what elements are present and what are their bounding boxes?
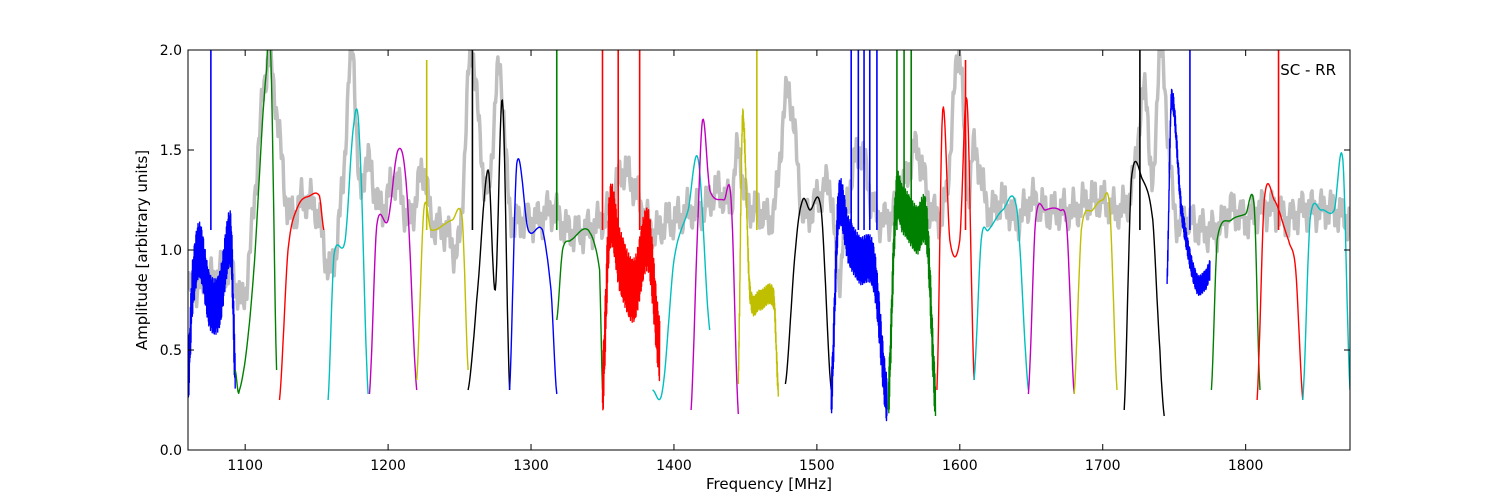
y-tick-label: 0.5 (160, 343, 182, 359)
band-series-line-9 (556, 228, 604, 391)
band-series-line-22 (1166, 88, 1211, 296)
spike-layer (210, 50, 1280, 230)
x-tick-label: 1100 (227, 458, 263, 474)
band-series-line-17 (936, 96, 975, 391)
band-series-line-24 (1256, 182, 1304, 401)
y-tick-label: 2.0 (160, 43, 182, 59)
x-tick-label: 1400 (656, 458, 692, 474)
band-series-line-10 (601, 183, 661, 411)
panel-annotation: SC - RR (1280, 61, 1336, 79)
y-tick-label: 1.0 (160, 243, 182, 259)
band-series-line-5 (368, 147, 418, 395)
band-series-line-1 (188, 210, 236, 398)
x-axis-title: Frequency [MHz] (706, 475, 832, 493)
band-series-line-11 (652, 154, 711, 401)
band-series-line-14 (784, 196, 832, 391)
band-series-line-2 (234, 50, 278, 395)
y-tick-label: 0.0 (160, 443, 182, 459)
plot-background (188, 50, 1350, 450)
band-series-line-21 (1123, 160, 1165, 417)
background-envelope-layer (188, 50, 1350, 311)
band-series-line-7 (467, 99, 511, 391)
band-series-line-25 (1302, 152, 1350, 401)
band-series-line-6 (416, 201, 469, 381)
band-series-line-8 (508, 158, 558, 395)
y-axis-ticks: 0.0 0.5 1.0 1.5 2.0 (160, 43, 1350, 459)
x-tick-label: 1600 (942, 458, 978, 474)
x-tick-label: 1800 (1228, 458, 1264, 474)
band-series-line-3 (278, 192, 325, 401)
x-tick-label: 1300 (513, 458, 549, 474)
background-envelope-line (188, 50, 1350, 311)
band-series-line-23 (1210, 193, 1261, 391)
x-tick-label: 1500 (799, 458, 835, 474)
x-tick-label: 1200 (370, 458, 406, 474)
band-series-line-18 (973, 195, 1030, 391)
band-series-line-19 (1027, 203, 1075, 395)
y-axis-title: Amplitude [arbitrary units] (133, 150, 151, 350)
x-axis-ticks: 1100 1200 1300 1400 1500 1600 1700 1800 (227, 50, 1263, 474)
x-tick-label: 1700 (1085, 458, 1121, 474)
series-layer (188, 50, 1350, 422)
y-tick-label: 1.5 (160, 143, 182, 159)
band-series-line-12 (690, 118, 739, 415)
band-series-line-13 (737, 108, 779, 397)
band-series-line-15 (830, 178, 888, 422)
band-series-line-20 (1073, 192, 1118, 395)
band-series-line-4 (327, 108, 369, 401)
